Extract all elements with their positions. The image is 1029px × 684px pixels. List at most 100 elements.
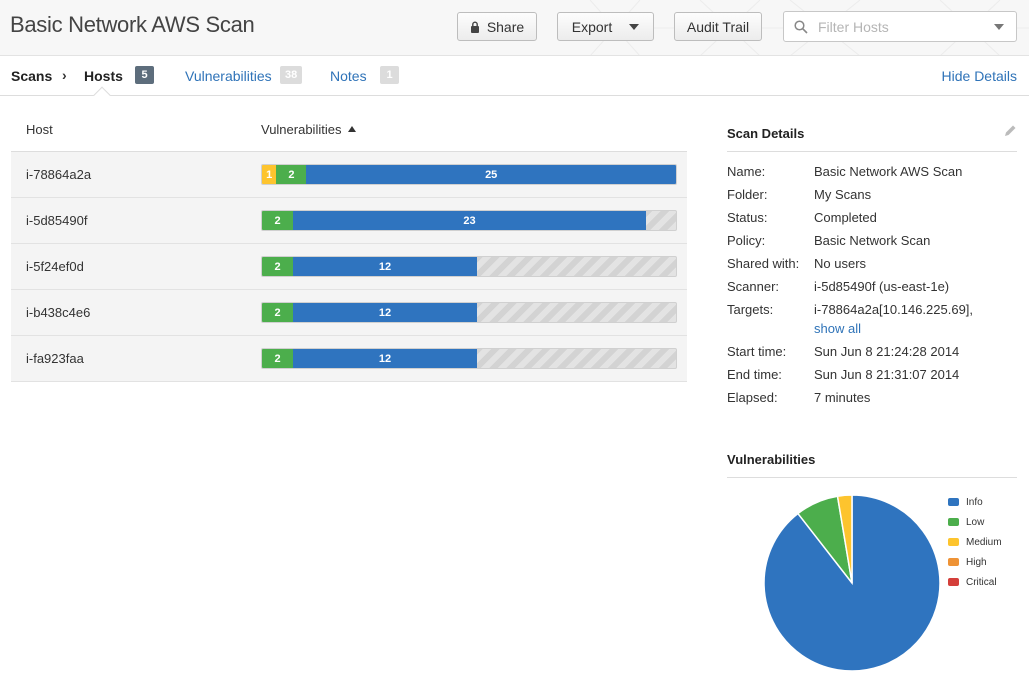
legend-label: High xyxy=(966,556,987,568)
vulnerabilities-count-badge: 38 xyxy=(280,66,303,84)
lock-icon xyxy=(470,21,479,33)
vulnerabilities-column-header[interactable]: Vulnerabilities xyxy=(261,122,357,137)
legend-swatch xyxy=(948,498,959,506)
table-row[interactable]: i-5f24ef0d 2 12 xyxy=(11,244,687,290)
detail-value: Basic Network AWS Scan xyxy=(814,164,963,179)
bar-segment-low[interactable]: 2 xyxy=(262,257,293,276)
navigation-tabs: Scans › Hosts 5 Vulnerabilities 38 Notes… xyxy=(0,57,1029,104)
vulnerabilities-chart-heading: Vulnerabilities xyxy=(727,450,1017,478)
host-rows: i-78864a2a 1 2 25 i-5d85490f 2 23 i-5f24ef0d 2 12… xyxy=(11,152,687,382)
vulnerability-bar[interactable]: 2 12 xyxy=(261,348,677,369)
pie-chart-legend: Info Low Medium High Critical xyxy=(948,492,1002,592)
table-row[interactable]: i-78864a2a 1 2 25 xyxy=(11,152,687,198)
legend-label: Critical xyxy=(966,576,997,588)
targets-value: i-78864a2a[10.146.225.69], xyxy=(814,302,974,317)
table-row[interactable]: i-b438c4e6 2 12 xyxy=(11,290,687,336)
vulnerability-bar[interactable]: 2 12 xyxy=(261,256,677,277)
page-header: Basic Network AWS Scan Share Export Audi… xyxy=(0,0,1029,56)
bar-segment-info[interactable]: 23 xyxy=(293,211,646,230)
vulnerabilities-chart-section: Vulnerabilities xyxy=(727,450,1017,478)
export-button[interactable]: Export xyxy=(557,12,654,41)
detail-value: i-78864a2a[10.146.225.69], show all xyxy=(814,302,1017,337)
legend-item-high[interactable]: High xyxy=(948,552,1002,572)
vulnerability-bar[interactable]: 2 12 xyxy=(261,302,677,323)
detail-value: 7 minutes xyxy=(814,390,871,405)
detail-value: Sun Jun 8 21:24:28 2014 xyxy=(814,344,960,359)
detail-label: Folder: xyxy=(727,187,768,202)
bar-segment-info[interactable]: 12 xyxy=(293,303,477,322)
vulnerability-bar[interactable]: 1 2 25 xyxy=(261,164,677,185)
filter-dropdown-chevron-icon[interactable] xyxy=(994,24,1004,30)
tab-hosts[interactable]: Hosts xyxy=(84,68,123,84)
bar-segment-info[interactable]: 12 xyxy=(293,349,477,368)
bar-segment-info[interactable]: 25 xyxy=(306,165,676,184)
detail-value: No users xyxy=(814,256,867,271)
audit-trail-button[interactable]: Audit Trail xyxy=(674,12,762,41)
detail-row-end-time: End time: Sun Jun 8 21:31:07 2014 xyxy=(727,367,1017,383)
detail-value: Completed xyxy=(814,210,877,225)
scan-details-title: Scan Details xyxy=(727,126,805,141)
bar-segment-medium[interactable]: 1 xyxy=(262,165,277,184)
detail-label: Policy: xyxy=(727,233,766,248)
share-button-label: Share xyxy=(486,18,525,35)
detail-row-folder: Folder: My Scans xyxy=(727,187,1017,203)
chevron-down-icon xyxy=(629,23,640,30)
detail-value: i-5d85490f (us-east-1e) xyxy=(814,279,950,294)
host-name[interactable]: i-78864a2a xyxy=(26,167,92,182)
legend-item-info[interactable]: Info xyxy=(948,492,1002,512)
detail-label: Shared with: xyxy=(727,256,800,271)
breadcrumb-separator-icon: › xyxy=(62,67,67,83)
filter-hosts-dropdown[interactable] xyxy=(783,11,1017,42)
bar-segment-low[interactable]: 2 xyxy=(276,165,307,184)
pie-slice-medium[interactable] xyxy=(836,494,853,584)
detail-row-shared-with: Shared with: No users xyxy=(727,256,1017,272)
host-name[interactable]: i-fa923faa xyxy=(26,351,84,366)
detail-value: My Scans xyxy=(814,187,872,202)
host-name[interactable]: i-5d85490f xyxy=(26,213,88,228)
vulnerabilities-pie-chart[interactable] xyxy=(763,494,941,672)
detail-label: Start time: xyxy=(727,344,787,359)
notes-count-badge: 1 xyxy=(380,66,399,84)
hide-details-link[interactable]: Hide Details xyxy=(941,68,1017,84)
detail-label: Scanner: xyxy=(727,279,780,294)
bar-segment-low[interactable]: 2 xyxy=(262,211,293,230)
share-button[interactable]: Share xyxy=(457,12,537,41)
pencil-icon[interactable] xyxy=(1003,124,1017,138)
table-row[interactable]: i-fa923faa 2 12 xyxy=(11,336,687,382)
host-column-header[interactable]: Host xyxy=(26,122,53,137)
detail-row-name: Name: Basic Network AWS Scan xyxy=(727,164,1017,180)
legend-item-medium[interactable]: Medium xyxy=(948,532,1002,552)
legend-swatch xyxy=(948,558,959,566)
table-row[interactable]: i-5d85490f 2 23 xyxy=(11,198,687,244)
scan-details-heading: Scan Details xyxy=(727,124,1017,152)
detail-label: Status: xyxy=(727,210,768,225)
hosts-count-badge: 5 xyxy=(135,66,154,84)
scan-details-panel: Scan Details Name: Basic Network AWS Scan… xyxy=(727,124,1017,406)
sort-ascending-icon xyxy=(348,126,357,132)
legend-swatch xyxy=(948,578,959,586)
host-name[interactable]: i-b438c4e6 xyxy=(26,305,91,320)
detail-label: Targets: xyxy=(727,302,774,317)
show-all-link[interactable]: show all xyxy=(814,321,861,336)
bar-segment-info[interactable]: 12 xyxy=(293,257,477,276)
legend-label: Low xyxy=(966,516,985,528)
detail-row-status: Status: Completed xyxy=(727,210,1017,226)
bar-segment-low[interactable]: 2 xyxy=(262,349,293,368)
legend-item-critical[interactable]: Critical xyxy=(948,572,1002,592)
breadcrumb-scans[interactable]: Scans xyxy=(11,68,53,84)
tab-notes[interactable]: Notes xyxy=(330,68,367,84)
export-button-label: Export xyxy=(571,18,613,35)
detail-value: Basic Network Scan xyxy=(814,233,931,248)
host-name[interactable]: i-5f24ef0d xyxy=(26,259,84,274)
search-icon xyxy=(794,19,808,34)
vulnerability-bar[interactable]: 2 23 xyxy=(261,210,677,231)
detail-value: Sun Jun 8 21:31:07 2014 xyxy=(814,367,960,382)
filter-hosts-input[interactable] xyxy=(818,18,988,35)
audit-trail-button-label: Audit Trail xyxy=(686,18,750,35)
legend-item-low[interactable]: Low xyxy=(948,512,1002,532)
bar-segment-low[interactable]: 2 xyxy=(262,303,293,322)
detail-label: Name: xyxy=(727,164,766,179)
table-header: Host Vulnerabilities xyxy=(11,108,687,152)
tab-vulnerabilities[interactable]: Vulnerabilities xyxy=(185,68,272,84)
detail-row-policy: Policy: Basic Network Scan xyxy=(727,233,1017,249)
